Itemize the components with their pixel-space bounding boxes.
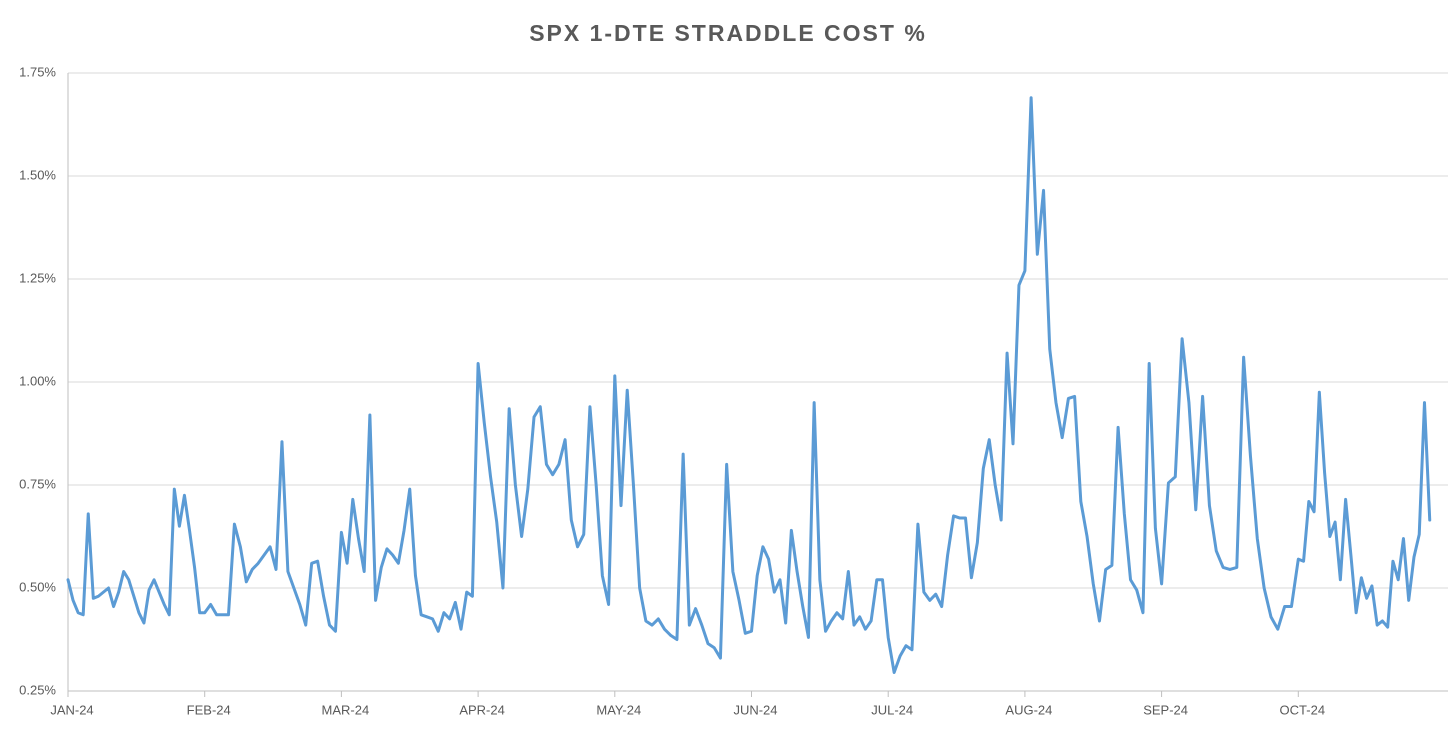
- y-tick-label: 0.50%: [19, 579, 56, 594]
- y-tick-label: 1.00%: [19, 373, 56, 388]
- x-tick-label: JAN-24: [50, 702, 93, 717]
- y-tick-label: 0.75%: [19, 476, 56, 491]
- x-tick-label: AUG-24: [1005, 702, 1052, 717]
- data-line: [66, 96, 1432, 674]
- x-tick-label: APR-24: [459, 702, 505, 717]
- y-tick-label: 1.75%: [19, 64, 56, 79]
- chart-title: SPX 1-DTE STRADDLE COST %: [529, 20, 927, 46]
- x-tick-label: JUN-24: [733, 702, 777, 717]
- x-tick-label: SEP-24: [1143, 702, 1188, 717]
- y-tick-label: 1.25%: [19, 270, 56, 285]
- x-tick-label: OCT-24: [1280, 702, 1326, 717]
- x-tick-label: FEB-24: [187, 702, 231, 717]
- x-tick-label: JUL-24: [871, 702, 913, 717]
- y-tick-label: 1.50%: [19, 167, 56, 182]
- x-tick-label: MAY-24: [596, 702, 641, 717]
- x-tick-label: MAR-24: [322, 702, 370, 717]
- y-tick-label: 0.25%: [19, 682, 56, 697]
